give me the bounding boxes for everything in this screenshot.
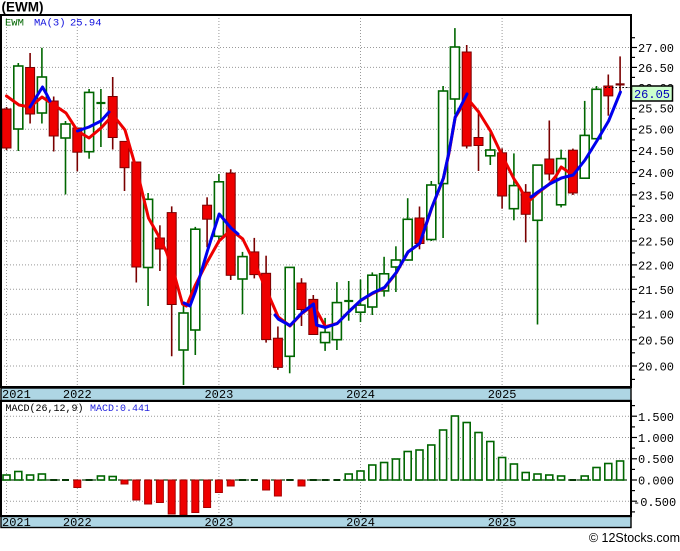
svg-text:1.000: 1.000 — [638, 432, 674, 446]
svg-text:25.50: 25.50 — [638, 103, 674, 117]
svg-text:22.50: 22.50 — [638, 236, 674, 250]
svg-text:20.50: 20.50 — [638, 334, 674, 348]
svg-text:24.00: 24.00 — [638, 167, 674, 181]
svg-text:2024: 2024 — [346, 388, 375, 402]
svg-text:1.500: 1.500 — [638, 411, 674, 425]
svg-text:MACD:0.441: MACD:0.441 — [90, 404, 150, 415]
svg-text:21.00: 21.00 — [638, 309, 674, 323]
svg-text:20.00: 20.00 — [638, 361, 674, 375]
svg-text:23.50: 23.50 — [638, 189, 674, 203]
svg-text:25.94: 25.94 — [70, 18, 102, 30]
svg-text:22.00: 22.00 — [638, 259, 674, 273]
svg-text:0.000: 0.000 — [638, 475, 674, 489]
svg-text:MA(3): MA(3) — [34, 18, 66, 30]
svg-text:2021: 2021 — [2, 388, 31, 402]
svg-text:21.50: 21.50 — [638, 284, 674, 298]
svg-text:2023: 2023 — [204, 516, 233, 530]
svg-text:© 12Stocks.com: © 12Stocks.com — [589, 531, 680, 545]
svg-text:2023: 2023 — [204, 388, 233, 402]
svg-text:2021: 2021 — [2, 516, 31, 530]
svg-text:EWM: EWM — [5, 18, 24, 30]
svg-text:MACD(26,12,9): MACD(26,12,9) — [6, 403, 84, 415]
svg-text:2022: 2022 — [63, 388, 92, 402]
svg-text:0.500: 0.500 — [638, 453, 674, 467]
svg-text:26.05: 26.05 — [634, 88, 670, 102]
svg-text:2025: 2025 — [488, 388, 517, 402]
svg-text:26.50: 26.50 — [638, 62, 674, 76]
svg-text:23.00: 23.00 — [638, 212, 674, 226]
svg-text:27.00: 27.00 — [638, 42, 674, 56]
svg-text:2025: 2025 — [488, 516, 517, 530]
svg-text:-0.500: -0.500 — [633, 496, 676, 510]
svg-text:24.50: 24.50 — [638, 145, 674, 159]
svg-text:(EWM): (EWM) — [2, 0, 44, 15]
svg-text:25.00: 25.00 — [638, 124, 674, 138]
svg-text:2022: 2022 — [63, 516, 92, 530]
svg-text:2024: 2024 — [346, 516, 375, 530]
